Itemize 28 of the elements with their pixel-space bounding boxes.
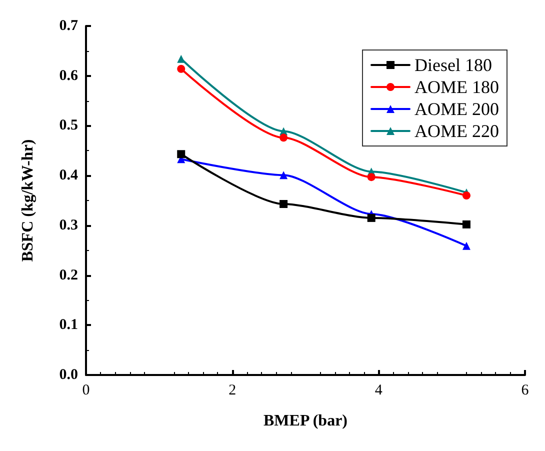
point bbox=[367, 214, 376, 222]
point bbox=[367, 173, 376, 182]
point bbox=[462, 220, 470, 228]
legend-label: Diesel 180 bbox=[414, 55, 492, 75]
point bbox=[280, 134, 288, 142]
x-tick-label: 0 bbox=[82, 382, 90, 398]
legend-label: AOME 220 bbox=[414, 121, 499, 141]
y-tick-label: 0.5 bbox=[59, 118, 78, 134]
y-tick-label: 0.6 bbox=[59, 68, 78, 84]
legend-label: AOME 180 bbox=[414, 77, 499, 97]
x-tick-label: 2 bbox=[228, 382, 236, 398]
y-tick-label: 0.4 bbox=[59, 168, 78, 184]
point bbox=[462, 192, 470, 200]
x-tick-label: 6 bbox=[521, 382, 530, 398]
y-tick-label: 0.2 bbox=[59, 267, 78, 284]
point bbox=[462, 242, 470, 250]
y-tick-label: 0.0 bbox=[59, 367, 78, 383]
x-axis-title: BMEP (bar) bbox=[264, 412, 348, 430]
point bbox=[177, 150, 186, 158]
y-tick-label: 0.7 bbox=[59, 18, 78, 34]
y-tick-label: 0.3 bbox=[59, 217, 78, 234]
point bbox=[280, 171, 288, 180]
point bbox=[280, 200, 288, 208]
legend-label: AOME 200 bbox=[414, 99, 499, 119]
y-tick-label: 0.1 bbox=[59, 317, 78, 334]
point bbox=[177, 64, 186, 73]
x-tick-label: 4 bbox=[374, 382, 383, 398]
y-axis-title: BSFC (kg/kW-hr) bbox=[20, 139, 36, 262]
